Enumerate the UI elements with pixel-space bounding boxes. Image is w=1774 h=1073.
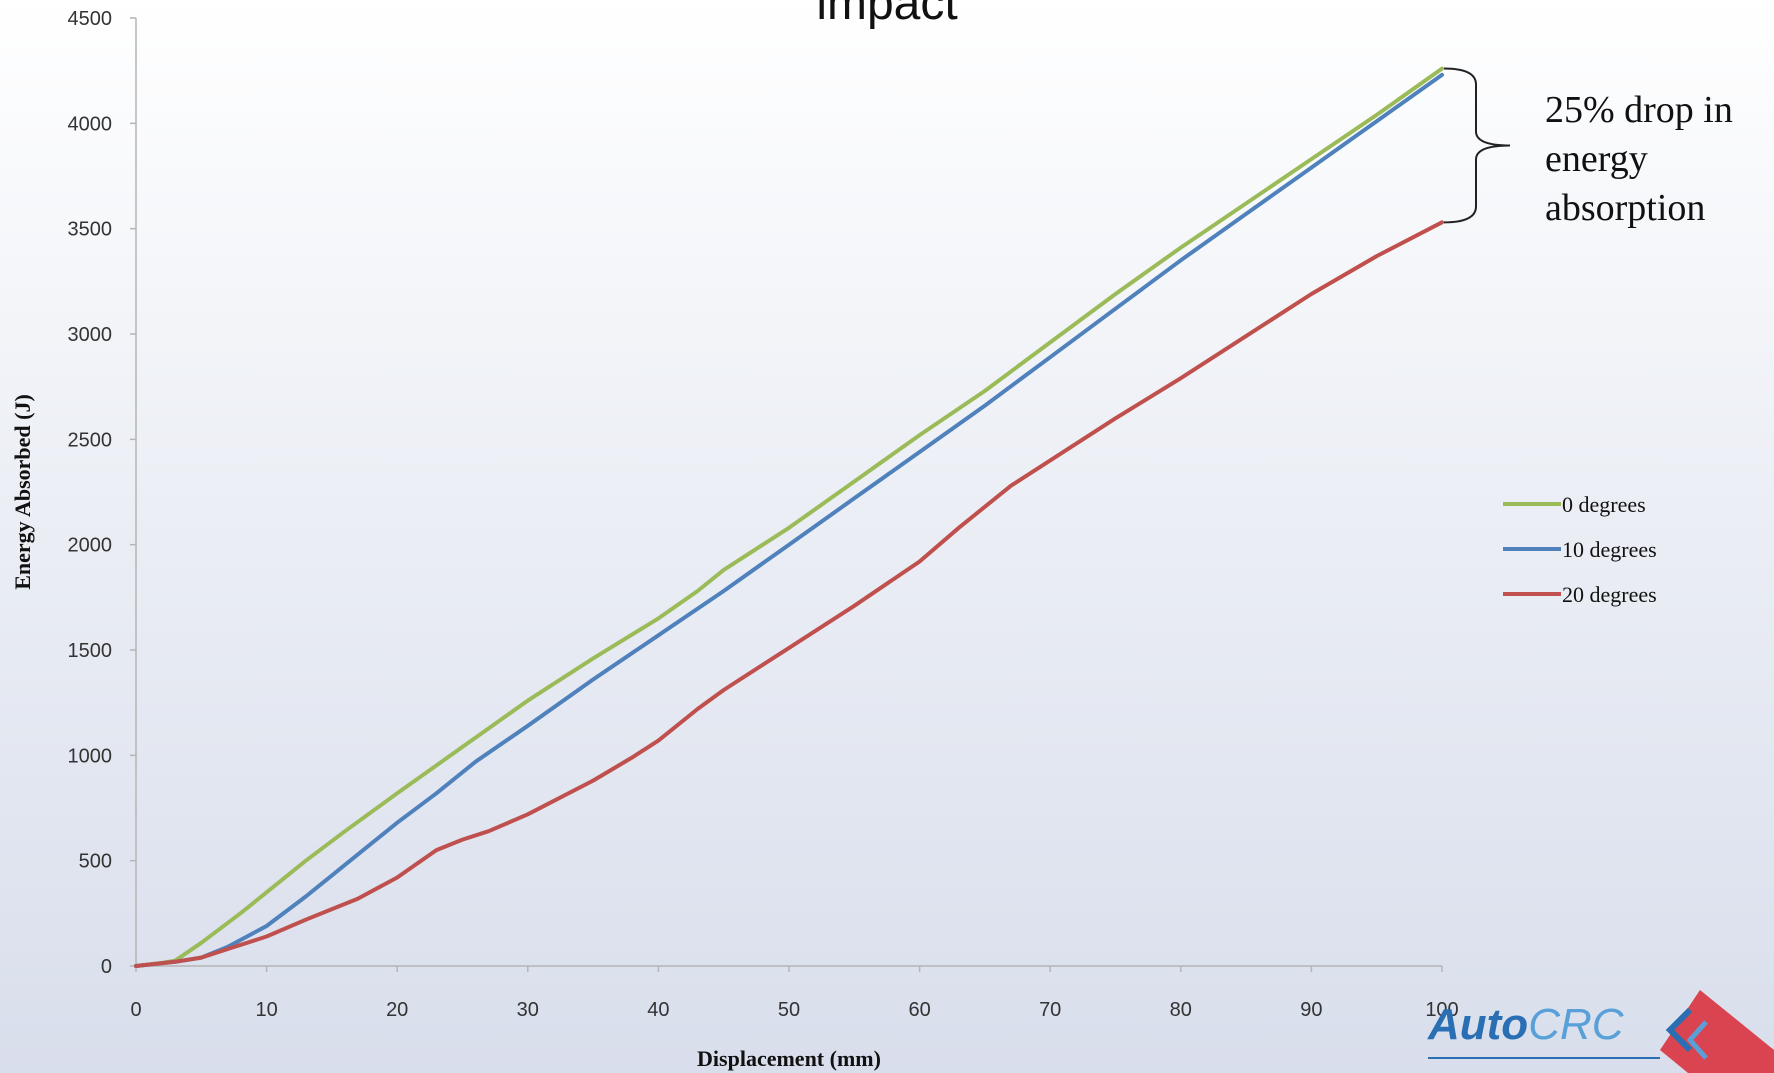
x-tick-label: 20: [386, 999, 408, 1021]
series-line-1: [134, 72, 1444, 968]
logo-text-crc: CRC: [1528, 1000, 1624, 1049]
y-tick-label: 4000: [68, 113, 113, 135]
series-line-0: [134, 66, 1444, 968]
y-tick-label: 4500: [68, 8, 113, 30]
autocrc-logo-mark: [1428, 990, 1774, 1073]
legend-label-0: 0 degrees: [1562, 492, 1646, 517]
y-axis-label: Energy Absorbed (J): [10, 394, 35, 590]
chart-axes: 0 500 1000 1500 2000 2500 3000 3500 4000 4500 0 10 2…: [10, 8, 1459, 1071]
y-tick-label: 1000: [68, 745, 113, 767]
logo-diamond: [1660, 990, 1774, 1073]
x-tick-label: 50: [778, 999, 800, 1021]
slide-title: impact: [816, 0, 958, 30]
y-tick-label: 3000: [68, 324, 113, 346]
logo-chevron: [1686, 1020, 1708, 1060]
annotation-brace: [1443, 67, 1511, 224]
legend-label-1: 10 degrees: [1562, 537, 1657, 562]
y-tick-label: 3500: [68, 219, 113, 241]
curly-brace: [1443, 67, 1511, 224]
x-axis-label: Displacement (mm): [697, 1046, 881, 1071]
x-tick-label: 10: [255, 999, 277, 1021]
x-tick-label: 70: [1039, 999, 1061, 1021]
x-tick-label: 80: [1170, 999, 1192, 1021]
logo-text-auto: Auto: [1428, 1000, 1529, 1049]
series-line-2: [134, 220, 1444, 968]
x-tick-label: 40: [647, 999, 669, 1021]
chart-series: [134, 66, 1444, 968]
y-tick-label: 500: [79, 851, 112, 873]
y-tick-label: 2500: [68, 429, 113, 451]
x-tick-label: 60: [908, 999, 930, 1021]
y-tick-label: 1500: [68, 640, 113, 662]
x-tick-label: 0: [130, 999, 141, 1021]
logo-chevron: [1665, 1007, 1693, 1053]
autocrc-logo: AutoCRC: [1428, 1000, 1624, 1050]
y-tick-label: 0: [101, 956, 112, 978]
legend-label-2: 20 degrees: [1562, 582, 1657, 607]
x-tick-label: 90: [1300, 999, 1322, 1021]
drop-annotation: 25% drop in energy absorption: [1545, 89, 1733, 229]
chart-legend: 0 degrees 10 degrees 20 degrees: [1503, 492, 1657, 607]
x-tick-label: 100: [1425, 999, 1458, 1021]
x-tick-label: 30: [517, 999, 539, 1021]
y-tick-label: 2000: [68, 535, 113, 557]
